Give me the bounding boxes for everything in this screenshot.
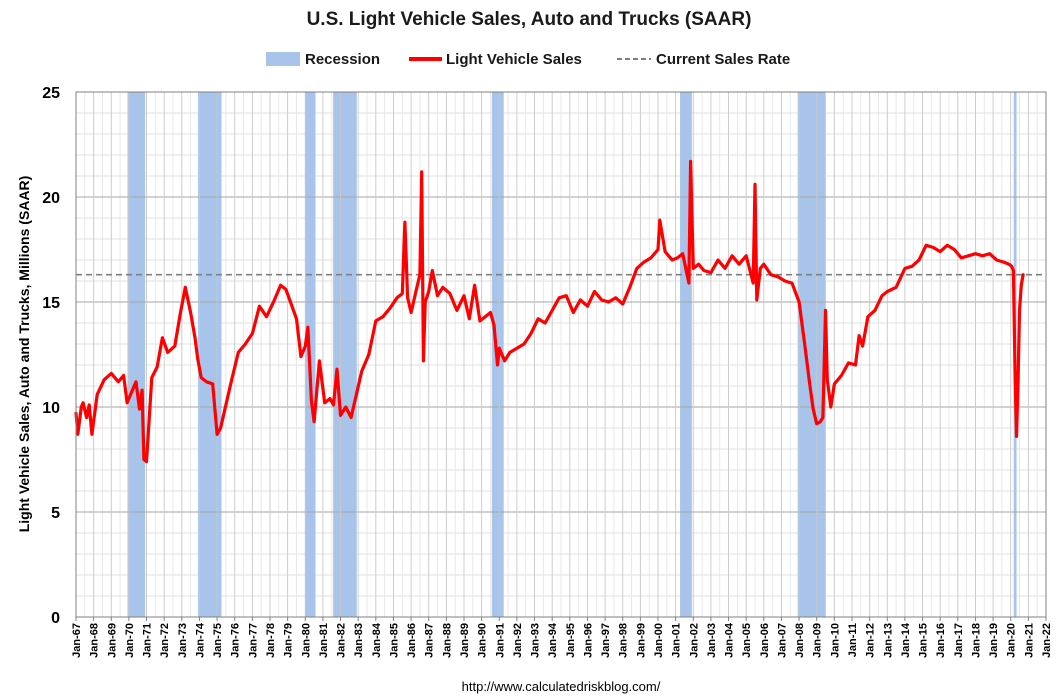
x-tick-label: Jan-78 (265, 623, 277, 658)
x-tick-label: Jan-98 (618, 623, 630, 658)
y-tick-label: 15 (42, 295, 60, 312)
x-tick-label: Jan-77 (247, 623, 259, 658)
x-tick-label: Jan-92 (512, 623, 524, 658)
x-tick-label: Jan-75 (212, 623, 224, 658)
x-tick-label: Jan-67 (71, 623, 83, 658)
x-tick-label: Jan-68 (89, 623, 101, 658)
plot-border (75, 91, 1047, 618)
x-tick-label: Jan-94 (547, 622, 559, 658)
series-group (74, 159, 1025, 464)
x-tick-label: Jan-97 (600, 623, 612, 658)
x-tick-label: Jan-08 (794, 623, 806, 658)
recession-band (680, 92, 692, 617)
x-tick-label: Jan-90 (477, 623, 489, 658)
x-tick-label: Jan-20 (1006, 623, 1018, 658)
x-tick-label: Jan-86 (406, 623, 418, 658)
recession-band (198, 92, 222, 617)
chart-title: U.S. Light Vehicle Sales, Auto and Truck… (307, 9, 752, 30)
y-tick-label: 10 (42, 400, 60, 417)
x-tick-label: Jan-10 (829, 623, 841, 658)
x-tick-label: Jan-82 (336, 623, 348, 658)
x-tick-label: Jan-13 (882, 623, 894, 658)
x-tick-label: Jan-73 (177, 623, 189, 658)
series-line-light-vehicle-sales (74, 159, 1025, 464)
x-tick-label: Jan-17 (953, 623, 965, 658)
x-axis-ticks: Jan-67 Jan-68 Jan-69 Jan-70 Jan-71 Jan-72 Jan-… (71, 617, 1053, 658)
y-tick-label: 25 (42, 85, 60, 102)
x-tick-label: Jan-89 (459, 623, 471, 658)
x-tick-label: Jan-16 (935, 623, 947, 658)
y-axis-label: Light Vehicle Sales, Auto and Trucks, Mi… (16, 176, 32, 533)
y-axis-ticks: 0 5 10 15 20 25 (42, 85, 60, 627)
x-tick-label: Jan-04 (724, 622, 736, 658)
x-tick-label: Jan-14 (900, 622, 912, 658)
y-tick-label: 5 (51, 505, 60, 522)
y-tick-label: 0 (51, 610, 60, 627)
x-tick-label: Jan-85 (388, 623, 400, 658)
x-tick-label: Jan-03 (706, 623, 718, 658)
recession-band (797, 92, 826, 617)
x-tick-label: Jan-11 (847, 623, 859, 657)
x-tick-label: Jan-21 (1023, 623, 1035, 658)
x-tick-label: Jan-80 (300, 623, 312, 658)
x-tick-label: Jan-83 (353, 623, 365, 658)
x-tick-label: Jan-71 (142, 623, 154, 658)
x-tick-label: Jan-15 (918, 623, 930, 658)
x-tick-label: Jan-69 (106, 623, 118, 658)
x-tick-label: Jan-09 (812, 623, 824, 658)
x-tick-label: Jan-02 (688, 623, 700, 658)
x-tick-label: Jan-06 (759, 623, 771, 658)
x-tick-label: Jan-76 (230, 623, 242, 658)
y-tick-label: 20 (42, 190, 60, 207)
x-tick-label: Jan-19 (988, 623, 1000, 658)
x-tick-label: Jan-01 (671, 623, 683, 658)
x-tick-label: Jan-18 (970, 623, 982, 658)
x-tick-label: Jan-07 (776, 623, 788, 658)
footer-url: http://www.calculatedriskblog.com/ (462, 679, 661, 694)
x-tick-label: Jan-00 (653, 623, 665, 658)
x-tick-label: Jan-93 (530, 623, 542, 658)
legend-recession-label: Recession (305, 51, 380, 68)
legend-recession-swatch (266, 52, 300, 66)
legend-current-rate-label: Current Sales Rate (656, 51, 790, 68)
recession-band (127, 92, 146, 617)
x-tick-label: Jan-88 (441, 623, 453, 658)
x-tick-label: Jan-95 (565, 623, 577, 658)
x-tick-label: Jan-99 (635, 623, 647, 658)
x-tick-label: Jan-74 (194, 622, 206, 658)
x-tick-label: Jan-72 (159, 623, 171, 658)
x-tick-label: Jan-70 (124, 623, 136, 658)
x-tick-label: Jan-22 (1041, 623, 1053, 658)
x-tick-label: Jan-12 (865, 623, 877, 658)
x-tick-label: Jan-81 (318, 623, 330, 658)
recession-band (333, 92, 357, 617)
legend-sales-label: Light Vehicle Sales (446, 51, 582, 68)
x-tick-label: Jan-87 (424, 623, 436, 658)
legend: Recession Light Vehicle Sales Current Sa… (266, 51, 790, 68)
x-tick-label: Jan-96 (582, 623, 594, 658)
x-tick-label: Jan-79 (283, 623, 295, 658)
x-tick-label: Jan-91 (494, 623, 506, 658)
x-tick-label: Jan-84 (371, 622, 383, 658)
x-tick-label: Jan-05 (741, 623, 753, 658)
